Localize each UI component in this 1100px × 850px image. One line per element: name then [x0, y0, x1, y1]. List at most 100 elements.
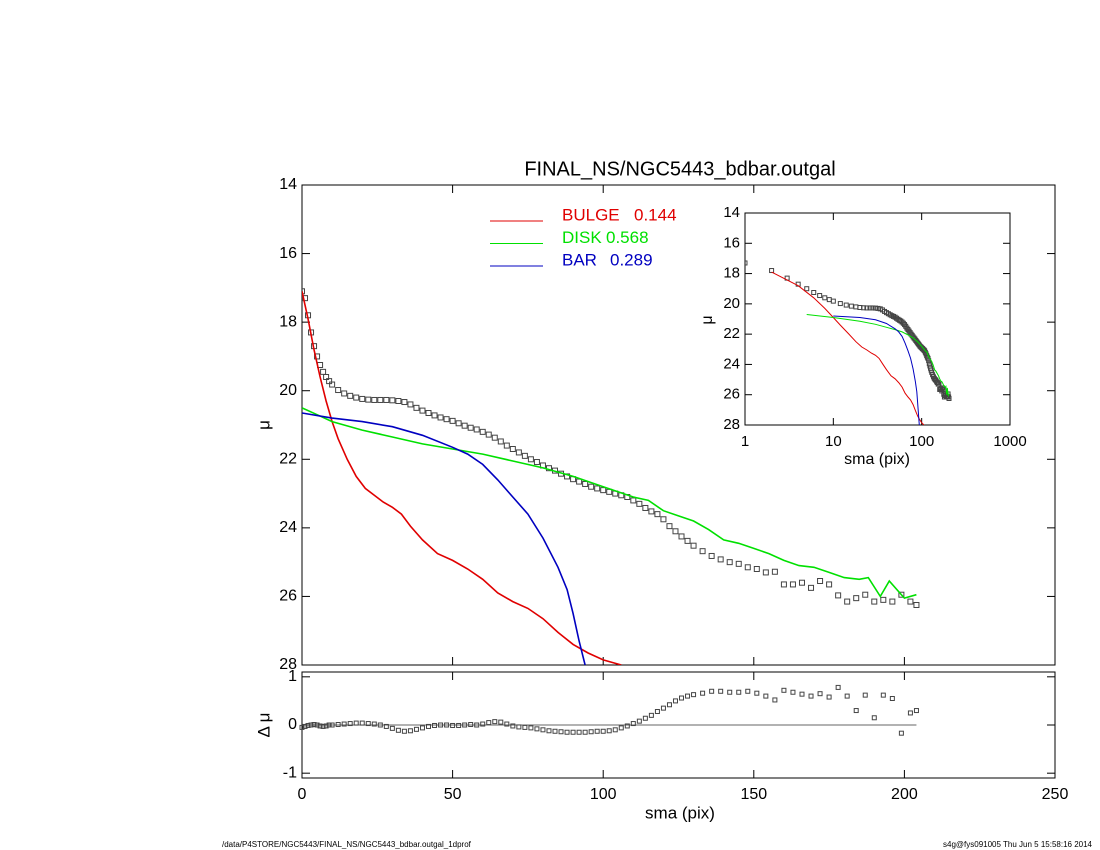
x-tick-label: 100 [590, 786, 617, 803]
legend-label: BULGE [562, 205, 620, 224]
data-point [594, 728, 600, 734]
data-point [853, 304, 859, 310]
x-axis-label: sma (pix) [844, 451, 910, 468]
data-point [413, 726, 419, 732]
x-tick-label: 50 [444, 786, 462, 803]
data-point [516, 724, 522, 730]
data-point [808, 584, 815, 591]
data-point [817, 691, 823, 697]
data-point [389, 725, 395, 731]
y-axis-label: μ [699, 315, 716, 324]
data-point [528, 725, 534, 731]
data-point [515, 449, 522, 456]
plot-area [302, 288, 920, 665]
data-point [861, 305, 867, 311]
data-point [726, 559, 733, 566]
x-tick-label: 10 [825, 433, 842, 450]
x-tick-label: 250 [1042, 786, 1069, 803]
data-point [320, 723, 326, 729]
data-point [419, 407, 426, 414]
data-point [570, 729, 576, 735]
data-point [691, 692, 697, 698]
data-point [844, 598, 851, 605]
y-tick-label: 14 [279, 176, 297, 193]
y-tick-label: 18 [723, 265, 740, 282]
model-line [771, 271, 925, 425]
chart-title: FINAL_NS/NGC5443_bdbar.outgal [524, 158, 835, 180]
data-point [299, 724, 305, 730]
data-point [870, 305, 876, 311]
data-point [432, 722, 438, 728]
data-point [913, 708, 919, 714]
data-point [323, 374, 330, 380]
data-point [654, 511, 661, 518]
data-point [558, 729, 564, 735]
legend-value: 0.568 [606, 228, 649, 247]
data-point [311, 722, 317, 728]
data-point [305, 722, 311, 728]
data-point [353, 394, 360, 401]
data-point [830, 298, 836, 304]
data-point [437, 414, 444, 421]
data-point [389, 397, 396, 404]
data-point [456, 722, 462, 728]
data-point [509, 446, 516, 452]
y-tick-label: 18 [279, 313, 297, 330]
data-point [582, 729, 588, 735]
data-point [826, 694, 832, 700]
data-point [826, 581, 833, 588]
y-tick-label: 1 [288, 668, 297, 685]
data-point [492, 719, 498, 725]
data-point [871, 598, 878, 605]
x-tick-label: 1000 [993, 433, 1026, 450]
legend-label: DISK [562, 228, 602, 247]
data-point [485, 431, 492, 438]
data-point [708, 552, 715, 559]
data-point [880, 692, 886, 698]
data-point [771, 568, 778, 575]
data-point [320, 368, 327, 375]
data-point [769, 268, 775, 274]
data-point [835, 592, 842, 599]
data-point [700, 690, 706, 696]
data-point [329, 722, 335, 728]
data-point [468, 722, 474, 728]
data-point [853, 595, 860, 602]
y-tick-label: 24 [279, 519, 297, 536]
x-tick-label: 200 [891, 786, 918, 803]
data-point [781, 687, 787, 693]
data-point [377, 722, 383, 728]
data-point [871, 715, 877, 721]
data-point [371, 396, 378, 403]
data-point [335, 387, 342, 394]
legend-value: 0.144 [634, 205, 677, 224]
y-tick-label: 26 [723, 386, 740, 403]
data-point [642, 715, 648, 721]
model-line [302, 412, 586, 665]
data-point [540, 727, 546, 733]
data-point [461, 422, 468, 429]
data-point [552, 728, 558, 734]
data-point [660, 516, 667, 523]
data-point [426, 723, 432, 729]
data-point [594, 485, 601, 492]
data-point [353, 720, 359, 726]
data-point [455, 420, 462, 427]
data-point [359, 720, 365, 726]
data-point [504, 721, 510, 727]
y-axis-label: μ [254, 420, 273, 430]
data-point [630, 497, 637, 504]
data-point [425, 410, 432, 416]
inset-area [745, 260, 952, 425]
y-tick-label: 16 [723, 234, 740, 251]
data-point [401, 399, 408, 406]
data-point [347, 392, 354, 399]
model-line [806, 314, 950, 398]
data-point [790, 689, 796, 695]
data-point [314, 722, 320, 728]
data-point [946, 396, 952, 401]
data-point [808, 693, 814, 699]
data-point [588, 729, 594, 735]
data-point [444, 722, 450, 728]
